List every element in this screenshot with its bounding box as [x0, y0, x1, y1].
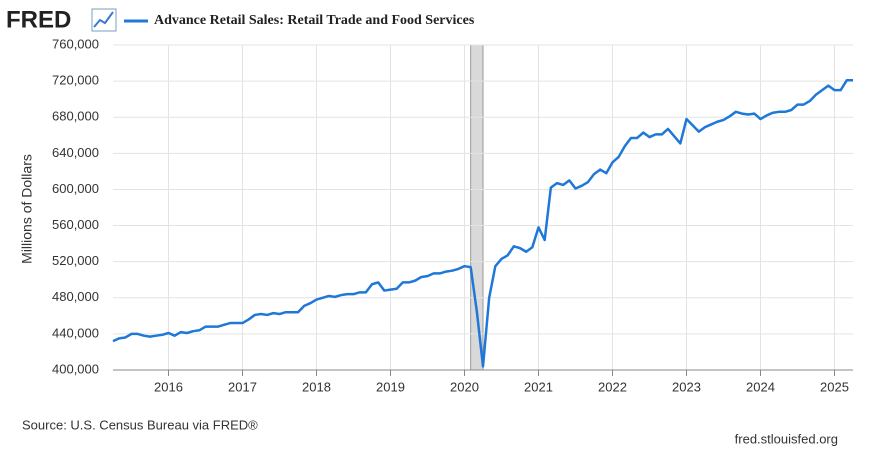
source: Source: U.S. Census Bureau via FRED®: [22, 417, 258, 432]
y-tick-label: 480,000: [52, 289, 99, 304]
x-tick-label: 2021: [524, 379, 553, 394]
x-tick-label: 2019: [376, 379, 405, 394]
y-tick-label: 400,000: [52, 361, 99, 376]
x-tick-label: 2016: [154, 379, 183, 394]
x-tick-label: 2023: [672, 379, 701, 394]
x-tick-label: 2025: [820, 379, 849, 394]
x-tick-label: 2017: [228, 379, 257, 394]
logo-icon-line: [93, 11, 114, 28]
y-tick-label: 760,000: [52, 36, 99, 51]
y-tick-label: 600,000: [52, 181, 99, 196]
logo: FRED: [6, 6, 117, 33]
y-tick-label: 560,000: [52, 217, 99, 232]
x-tick-label: 2018: [302, 379, 331, 394]
x-tick-label: 2024: [746, 379, 775, 394]
legend-label: Advance Retail Sales: Retail Trade and F…: [154, 13, 475, 28]
x-tick-label: 2020: [450, 379, 479, 394]
y-tick-label: 640,000: [52, 145, 99, 160]
site: fred.stlouisfed.org: [735, 431, 838, 446]
y-axis-label: Millions of Dollars: [19, 154, 35, 264]
y-tick-label: 680,000: [52, 109, 99, 124]
logo-text: FRED: [6, 6, 71, 33]
y-tick-label: 440,000: [52, 325, 99, 340]
y-tick-label: 520,000: [52, 253, 99, 268]
x-tick-label: 2022: [598, 379, 627, 394]
series-line: [112, 78, 853, 368]
y-tick-label: 720,000: [52, 73, 99, 88]
